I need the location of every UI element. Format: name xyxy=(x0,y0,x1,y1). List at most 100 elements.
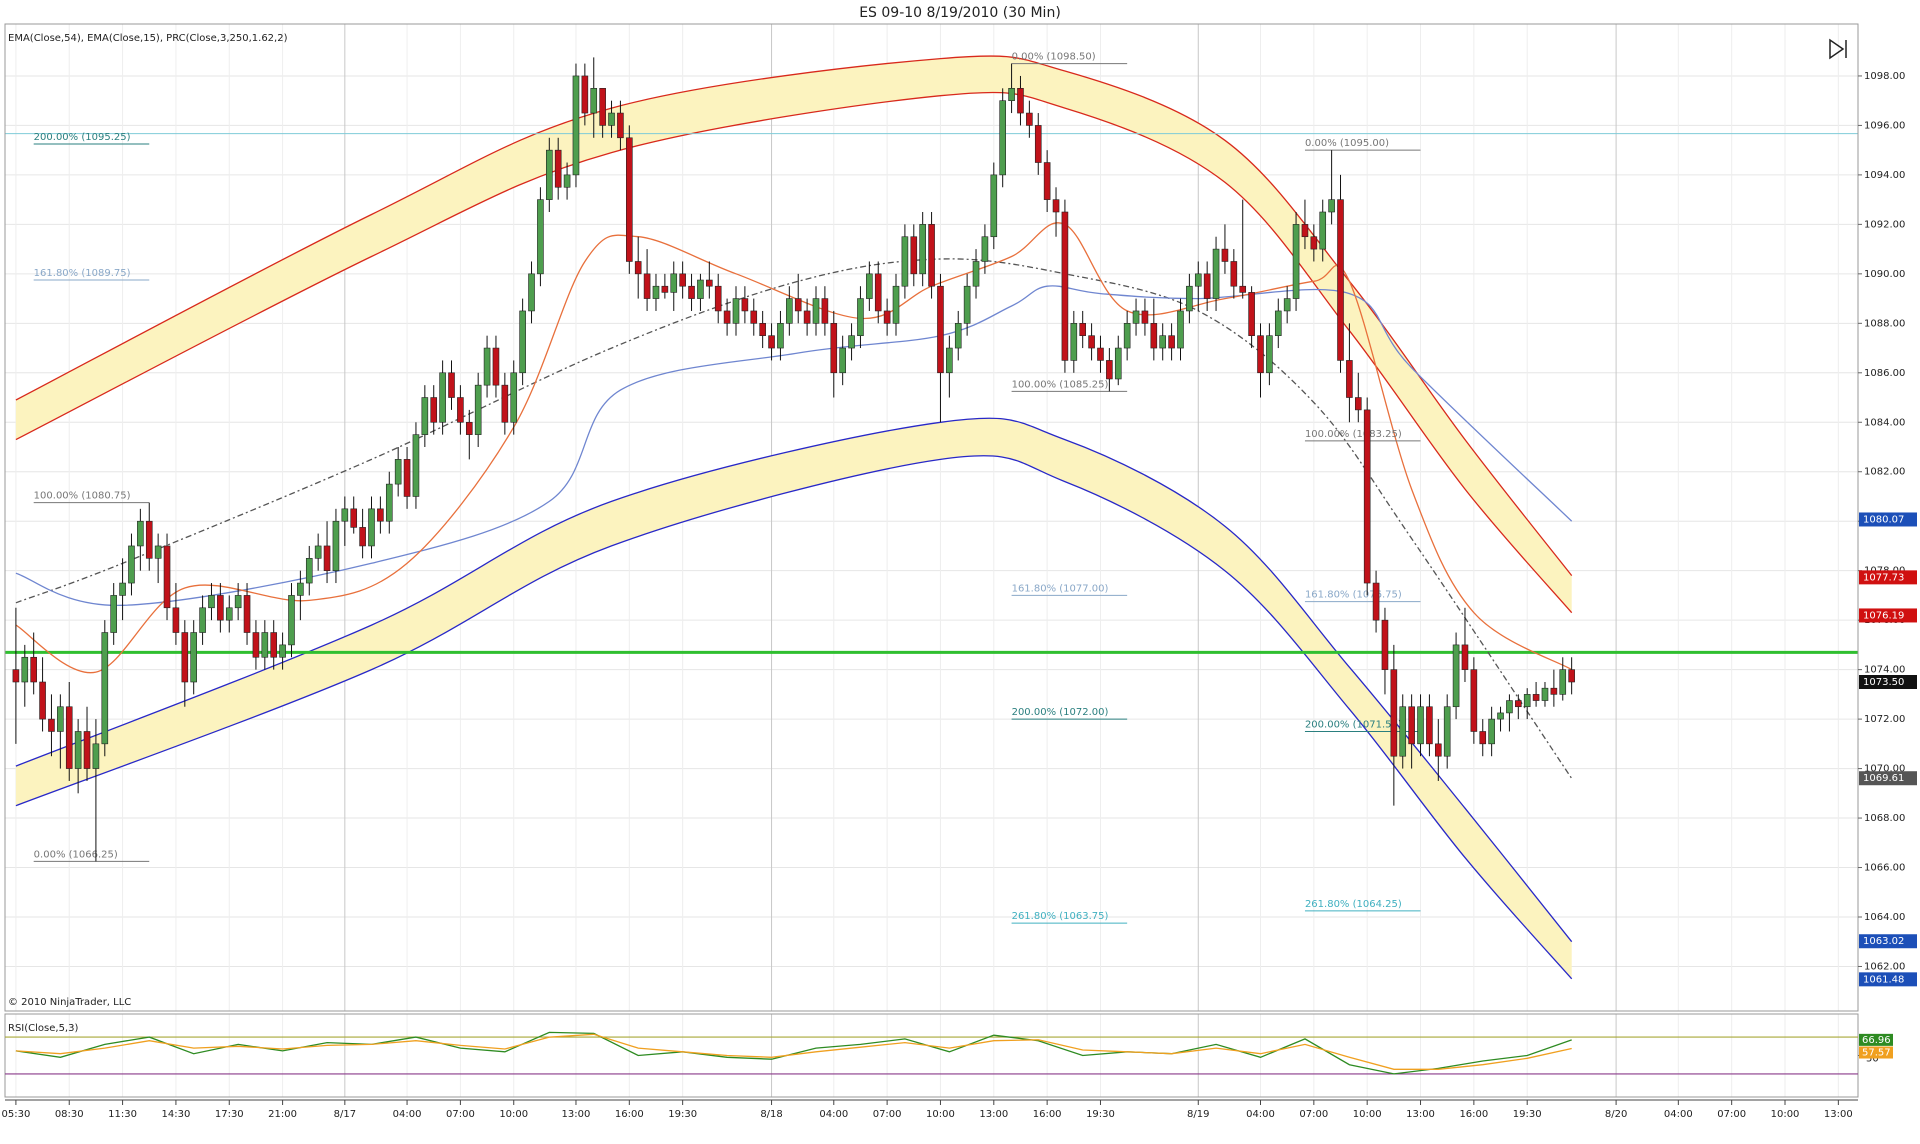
candle-body xyxy=(430,397,438,423)
candle-body xyxy=(581,75,589,114)
x-tick-label: 04:00 xyxy=(1246,1109,1275,1120)
candle-body xyxy=(537,199,544,275)
candle-body xyxy=(1479,731,1487,745)
candle-body xyxy=(572,75,580,176)
candle-body xyxy=(848,335,855,349)
rsi-tick-label: 50 xyxy=(1866,1054,1879,1065)
candle-body xyxy=(519,310,526,374)
main-layer: 200.00% (1095.25) 161.80% (1089.75) 100.00… xyxy=(5,52,1858,980)
candle-body xyxy=(21,656,29,683)
candle-body xyxy=(554,149,562,188)
candle-body xyxy=(1461,644,1469,670)
candle-body xyxy=(457,397,464,423)
candle-body xyxy=(608,112,615,126)
channel-upper xyxy=(15,417,1573,943)
x-tick-label: 05:30 xyxy=(1,1109,30,1120)
candle-body xyxy=(394,459,402,485)
candle-body xyxy=(1070,323,1078,361)
x-tick-label: 10:00 xyxy=(499,1109,528,1120)
candle-body xyxy=(821,298,829,324)
candle-body xyxy=(1417,706,1424,745)
candle-body xyxy=(377,508,384,522)
price-marker-label: 1080.07 xyxy=(1863,514,1904,525)
y-tick-label: 1084.00 xyxy=(1864,417,1905,428)
x-tick-label: 13:00 xyxy=(1824,1109,1853,1120)
fib-label: 100.00% (1080.75) xyxy=(34,491,131,502)
candle-body xyxy=(643,273,651,299)
price-marker xyxy=(1859,771,1917,786)
fib-label: 100.00% (1085.25) xyxy=(1012,379,1109,390)
rsi-marker-label: 57.57 xyxy=(1862,1048,1891,1059)
candle-body xyxy=(145,520,153,559)
x-tick-label: 13:00 xyxy=(562,1109,591,1120)
candle-body xyxy=(323,545,331,571)
candle-body xyxy=(172,607,180,633)
candle-body xyxy=(1301,224,1309,238)
candle-body xyxy=(1310,236,1318,250)
y-tick-label: 1088.00 xyxy=(1864,318,1905,329)
candle-body xyxy=(288,595,295,646)
x-tick-label: 8/17 xyxy=(334,1109,356,1120)
candle-body xyxy=(545,149,553,200)
candle-body xyxy=(1354,397,1362,411)
candle-body xyxy=(510,372,518,423)
candle-body xyxy=(794,298,802,312)
x-tick-label: 16:00 xyxy=(1459,1109,1488,1120)
candle-body xyxy=(385,483,393,522)
candle-body xyxy=(999,100,1006,176)
candle-body xyxy=(1328,199,1335,213)
price-marker xyxy=(1859,972,1917,987)
candle-body xyxy=(1319,211,1327,250)
candle-body xyxy=(190,632,197,683)
candle-body xyxy=(181,632,189,683)
candle-body xyxy=(1443,706,1451,757)
x-tick-label: 10:00 xyxy=(1353,1109,1382,1120)
price-marker-label: 1069.61 xyxy=(1863,773,1904,784)
candle-body xyxy=(92,743,100,769)
candle-body xyxy=(1559,669,1567,695)
candle-body xyxy=(217,595,224,621)
candle-body xyxy=(1194,273,1202,287)
overlay-line xyxy=(15,285,1573,606)
candle-body xyxy=(412,434,420,497)
copyright: © 2010 NinjaTrader, LLC xyxy=(8,997,131,1008)
fib-label: 200.00% (1095.25) xyxy=(34,132,131,143)
x-tick-label: 21:00 xyxy=(268,1109,297,1120)
candle-body xyxy=(901,236,909,287)
x-tick-label: 8/20 xyxy=(1605,1109,1627,1120)
chart-title: ES 09-10 8/19/2010 (30 Min) xyxy=(859,5,1061,21)
candle-body xyxy=(234,595,242,609)
candle-body xyxy=(1097,347,1104,361)
candle-body xyxy=(741,298,749,312)
candle-body xyxy=(1034,125,1042,163)
fib-label: 200.00% (1072.00) xyxy=(1012,707,1109,718)
y-tick-label: 1064.00 xyxy=(1864,912,1905,923)
y-tick-label: 1090.00 xyxy=(1864,269,1905,280)
candle-body xyxy=(1346,360,1353,398)
candle-body xyxy=(270,632,278,658)
x-tick-label: 08:30 xyxy=(55,1109,84,1120)
candle-body xyxy=(65,706,73,769)
fib-label: 0.00% (1098.50) xyxy=(1012,52,1096,63)
candle-body xyxy=(1550,687,1558,695)
x-tick-label: 04:00 xyxy=(1664,1109,1693,1120)
panel-icon[interactable] xyxy=(1829,38,1847,60)
candle-body xyxy=(1239,285,1247,293)
grid-layer xyxy=(5,24,1858,1097)
candle-body xyxy=(892,285,900,324)
candle-body xyxy=(963,285,971,324)
candle-body xyxy=(332,520,340,571)
x-tick-label: 13:00 xyxy=(979,1109,1008,1120)
x-tick-label: 07:00 xyxy=(1717,1109,1746,1120)
channel-lower xyxy=(15,455,1573,980)
candle-body xyxy=(1008,88,1015,101)
candle-body xyxy=(501,384,509,423)
y-tick-label: 1070.00 xyxy=(1864,764,1905,775)
candle-body xyxy=(874,273,882,312)
candle-body xyxy=(803,310,811,324)
candle-body xyxy=(750,310,758,324)
candle-body xyxy=(1541,687,1549,701)
candle-body xyxy=(492,347,500,386)
candle-body xyxy=(83,731,91,769)
y-tick-label: 1066.00 xyxy=(1864,863,1905,874)
